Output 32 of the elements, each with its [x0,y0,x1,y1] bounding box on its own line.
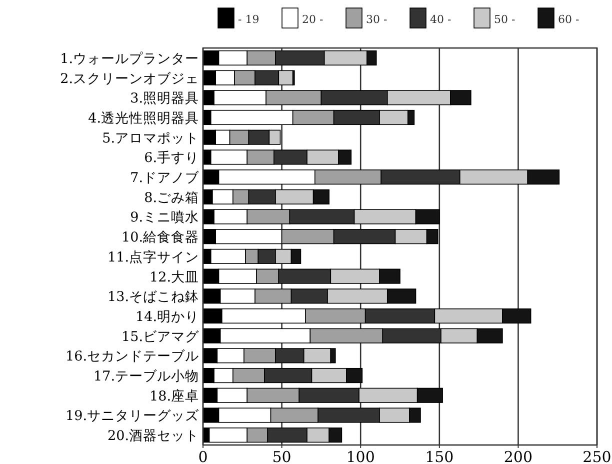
y-tick-label: 18.座卓 [150,388,199,404]
y-tick-label: 8.ごみ箱 [144,190,199,206]
y-tick-label: 6.手すり [144,150,199,166]
y-tick-label: 16.セカンドテーブル [66,348,199,365]
y-tick-label: 9.ミニ噴水 [130,210,199,226]
legend-label: 30 - [366,13,388,26]
legend-label: 20 - [302,13,324,26]
x-tick-label: 100 [346,448,375,464]
x-tick-label: 250 [582,448,612,464]
y-tick-label: 11.点字サイン [108,249,199,266]
x-tick-label: 0 [198,448,208,464]
y-tick-label: 12.大皿 [150,269,199,286]
y-tick-label: 17.テーブル小物 [94,368,199,385]
y-tick-label: 14.明かり [136,308,199,325]
y-tick-label: 19.サニタリーグッズ [66,408,200,424]
y-tick-label: 7.ドアノブ [130,170,200,186]
x-tick-label: 50 [272,448,292,464]
legend-label: 40 - [430,13,452,26]
legend-label: 50 - [494,13,516,26]
y-tick-label: 20.酒器セット [108,428,199,444]
y-tick-label: 2.スクリーンオブジェ [60,70,199,87]
legend-label: 60 - [558,13,580,26]
y-tick-label: 3.照明器具 [130,90,199,107]
y-tick-label: 4.透光性照明器具 [88,110,199,126]
y-tick-label: 15.ビアマグ [122,328,200,345]
y-tick-label: 10.給食食器 [122,230,199,246]
y-tick-label: 1.ウォールプランター [60,50,199,67]
legend-label: - 19 [238,13,260,26]
y-tick-label: 13.そばこね鉢 [108,289,199,306]
x-tick-label: 150 [425,448,454,464]
x-tick-label: 200 [504,448,533,464]
y-tick-label: 5.アロマポット [102,130,199,146]
